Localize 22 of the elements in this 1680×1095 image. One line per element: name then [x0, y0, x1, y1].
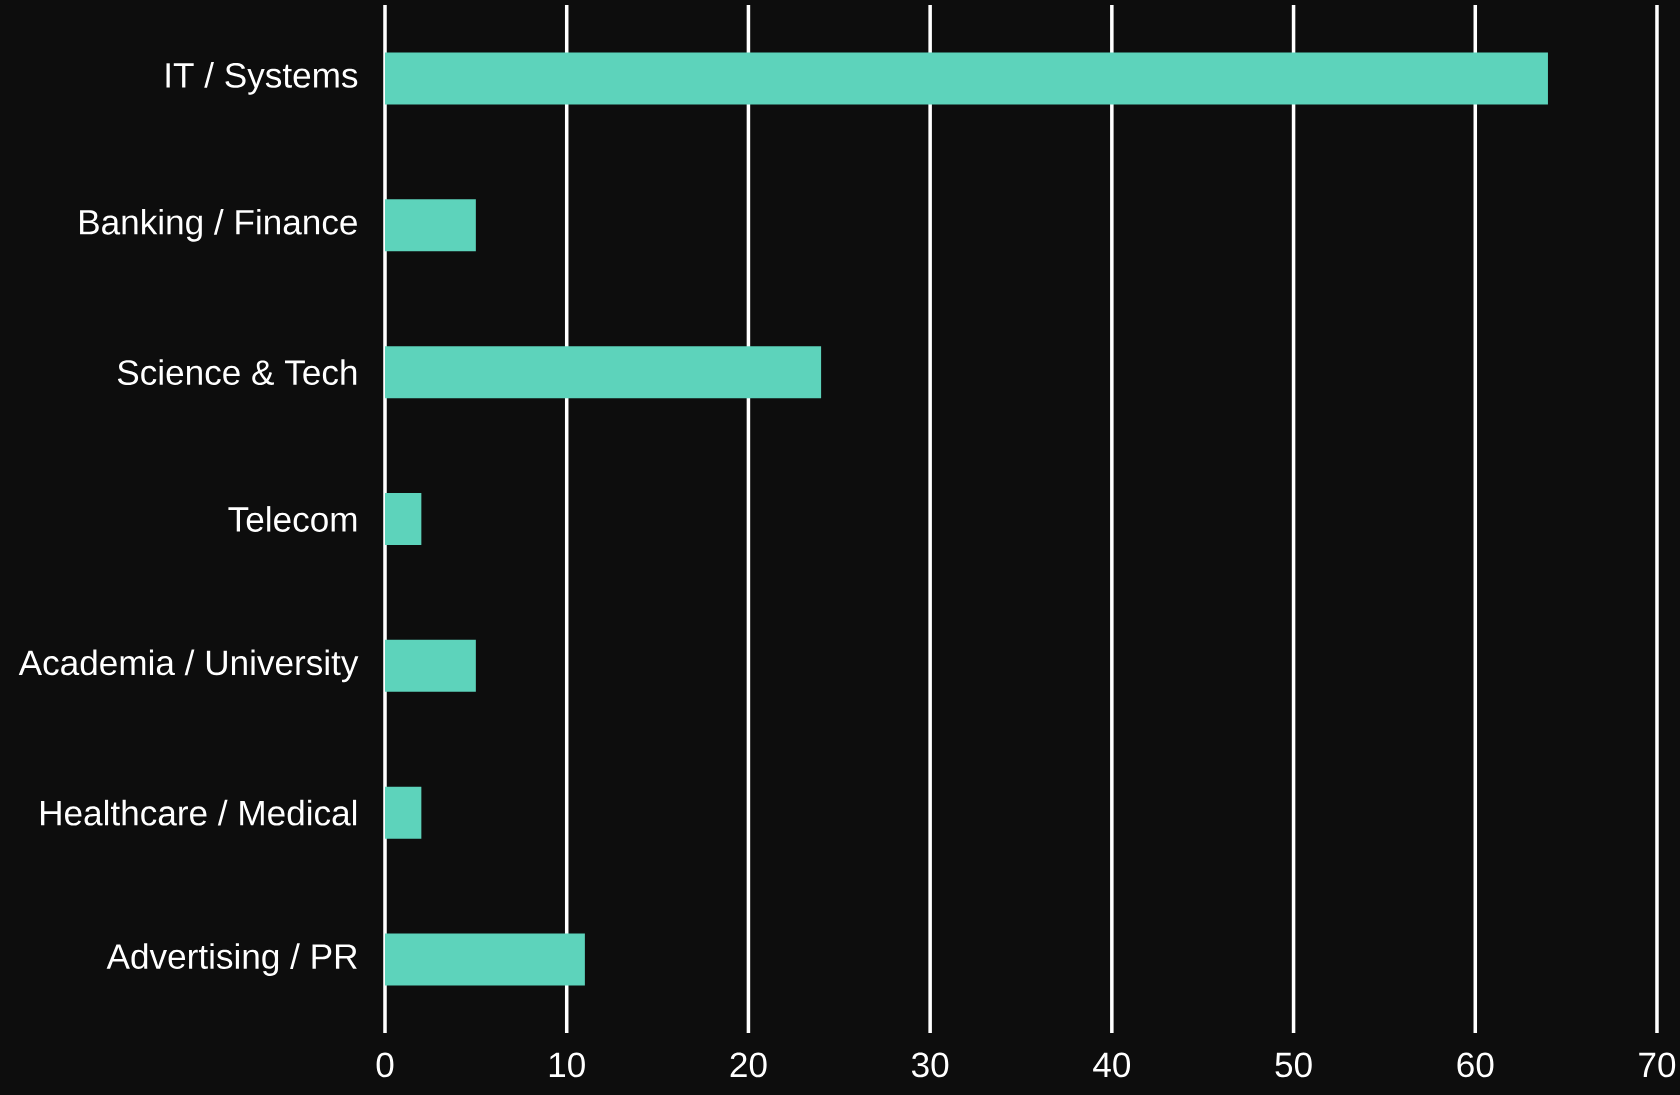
bar [385, 199, 476, 252]
y-tick-label: IT / Systems [166, 62, 358, 95]
bar [385, 639, 476, 692]
x-tick-label: 60 [1457, 1052, 1494, 1078]
x-tick-label: 40 [1093, 1052, 1131, 1078]
y-tick-label: Telecom [228, 506, 357, 532]
y-tick-label: Science & Tech [117, 359, 357, 386]
x-tick-label: 70 [1639, 1052, 1676, 1078]
bar [385, 346, 822, 399]
bar [385, 492, 422, 545]
y-tick-label: Banking / Finance [80, 208, 357, 242]
x-tick-label: 20 [730, 1052, 767, 1078]
bar [385, 52, 1548, 105]
x-tick-label: 10 [549, 1052, 585, 1078]
bar [385, 933, 585, 986]
x-tick-label: 30 [911, 1052, 949, 1078]
y-tick-label: Academia / University [18, 649, 359, 683]
bar [385, 786, 422, 839]
y-tick-label: Advertising / PR [106, 943, 357, 976]
x-tick-label: 50 [1275, 1052, 1312, 1078]
y-tick-label: Healthcare / Medical [41, 799, 357, 826]
x-tick-label: 0 [376, 1052, 394, 1078]
